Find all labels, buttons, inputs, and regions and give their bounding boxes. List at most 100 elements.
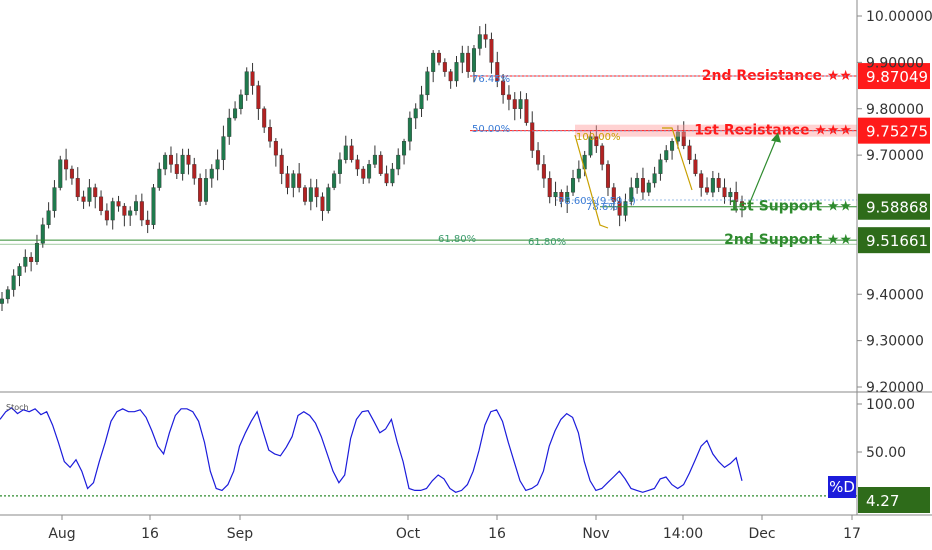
candle-body	[58, 159, 63, 188]
candle-body	[186, 154, 191, 165]
candle-body	[722, 187, 727, 198]
candle-body	[128, 210, 133, 216]
level-label: 2nd Support ★★	[724, 232, 852, 248]
candle-body	[215, 159, 220, 170]
candle-body	[571, 178, 576, 193]
candle-body	[268, 127, 273, 142]
candle-body	[565, 192, 570, 202]
candle-body	[139, 201, 144, 221]
candle-body	[681, 131, 686, 147]
candle-body	[302, 187, 307, 202]
candle-body	[652, 173, 657, 184]
candle-body	[29, 256, 34, 262]
candle-body	[384, 173, 389, 184]
fib-label: 50.00%	[472, 124, 510, 135]
level-price-tag	[858, 63, 930, 90]
level-price-tag-text: 9.51661	[866, 232, 928, 250]
candle-body	[471, 48, 476, 72]
candle-body	[99, 196, 104, 211]
candle-body	[250, 71, 255, 86]
candle-body	[623, 201, 628, 216]
candle-body	[110, 201, 115, 221]
candle-body	[145, 219, 150, 225]
candle-body	[308, 187, 313, 202]
candle-body	[93, 187, 98, 198]
candle-body	[343, 145, 348, 160]
candle-body	[64, 159, 69, 170]
projection-arrow	[747, 134, 779, 208]
fib-label: 61.80%	[438, 234, 476, 245]
candle-body	[34, 243, 39, 262]
candle-body	[52, 187, 57, 211]
candle-body	[413, 108, 418, 119]
time-axis[interactable]: Aug 16 Sep Oct 16 Nov 14:00 Dec 17	[48, 515, 861, 542]
candle-body	[716, 178, 721, 188]
candle-body	[740, 201, 745, 207]
candle-body	[40, 224, 45, 244]
harmonic-pattern	[662, 127, 693, 191]
candle-body	[600, 145, 605, 165]
fib-label: 61.80%	[528, 237, 566, 248]
candle-body	[646, 182, 651, 193]
stochastic-pane[interactable]: 100.00 50.00 %D 4.27	[0, 397, 930, 513]
candle-body	[233, 108, 238, 119]
candle-body	[81, 196, 86, 202]
candle-body	[506, 94, 511, 100]
candle-body	[46, 210, 51, 225]
price-axis[interactable]: 10.00000 9.90000 9.80000 9.70000 9.40000 9.30…	[857, 9, 932, 396]
level-price-tag-text: 9.75275	[866, 123, 928, 141]
candle-body	[687, 145, 692, 160]
time-tick-label: Sep	[227, 526, 254, 542]
candle-body	[547, 178, 552, 198]
time-tick-label: Dec	[748, 526, 775, 542]
candle-body	[407, 117, 412, 142]
stoch-tick-label: 50.00	[866, 445, 906, 461]
time-tick-label: 16	[141, 526, 159, 542]
candle-body	[728, 192, 733, 198]
candle-body	[489, 38, 494, 63]
price-tick-label: 9.90000	[866, 55, 924, 71]
candle-body	[192, 164, 197, 179]
stoch-series-tag-text: %D	[829, 478, 855, 496]
candle-body	[518, 99, 523, 109]
level-price-tag	[858, 227, 930, 254]
price-tick-label: 9.40000	[866, 287, 924, 303]
candle-body	[0, 298, 4, 304]
candle-body	[291, 173, 296, 188]
candle-body	[238, 94, 243, 109]
candle-body	[11, 275, 16, 290]
candle-body	[495, 62, 500, 82]
harmonic-pattern	[574, 134, 609, 229]
price-pane[interactable]	[0, 23, 745, 312]
candle-body	[710, 178, 715, 193]
candle-body	[541, 164, 546, 179]
level-price-tag-text: 9.87049	[866, 68, 928, 86]
price-tick-label: 9.20000	[866, 380, 924, 396]
candle-body	[425, 71, 430, 96]
candle-body	[530, 122, 535, 151]
candle-body	[419, 94, 424, 109]
candle-body	[431, 52, 436, 72]
candle-body	[658, 159, 663, 174]
candle-body	[559, 192, 564, 202]
candle-body	[361, 168, 366, 179]
candle-body	[466, 52, 471, 72]
candle-body	[437, 52, 442, 63]
candle-body	[460, 52, 465, 63]
candle-body	[454, 62, 459, 82]
candle-body	[104, 210, 109, 221]
candle-body	[198, 178, 203, 202]
price-tick-label: 10.00000	[866, 9, 932, 25]
candle-body	[378, 154, 383, 174]
price-tick-label: 9.80000	[866, 102, 924, 118]
candle-body	[501, 80, 506, 96]
candle-body	[314, 187, 319, 198]
candle-body	[279, 154, 284, 174]
candle-body	[483, 34, 488, 40]
candle-body	[180, 154, 185, 174]
candle-body	[320, 196, 325, 211]
candle-body	[617, 201, 622, 216]
candle-body	[705, 187, 710, 193]
